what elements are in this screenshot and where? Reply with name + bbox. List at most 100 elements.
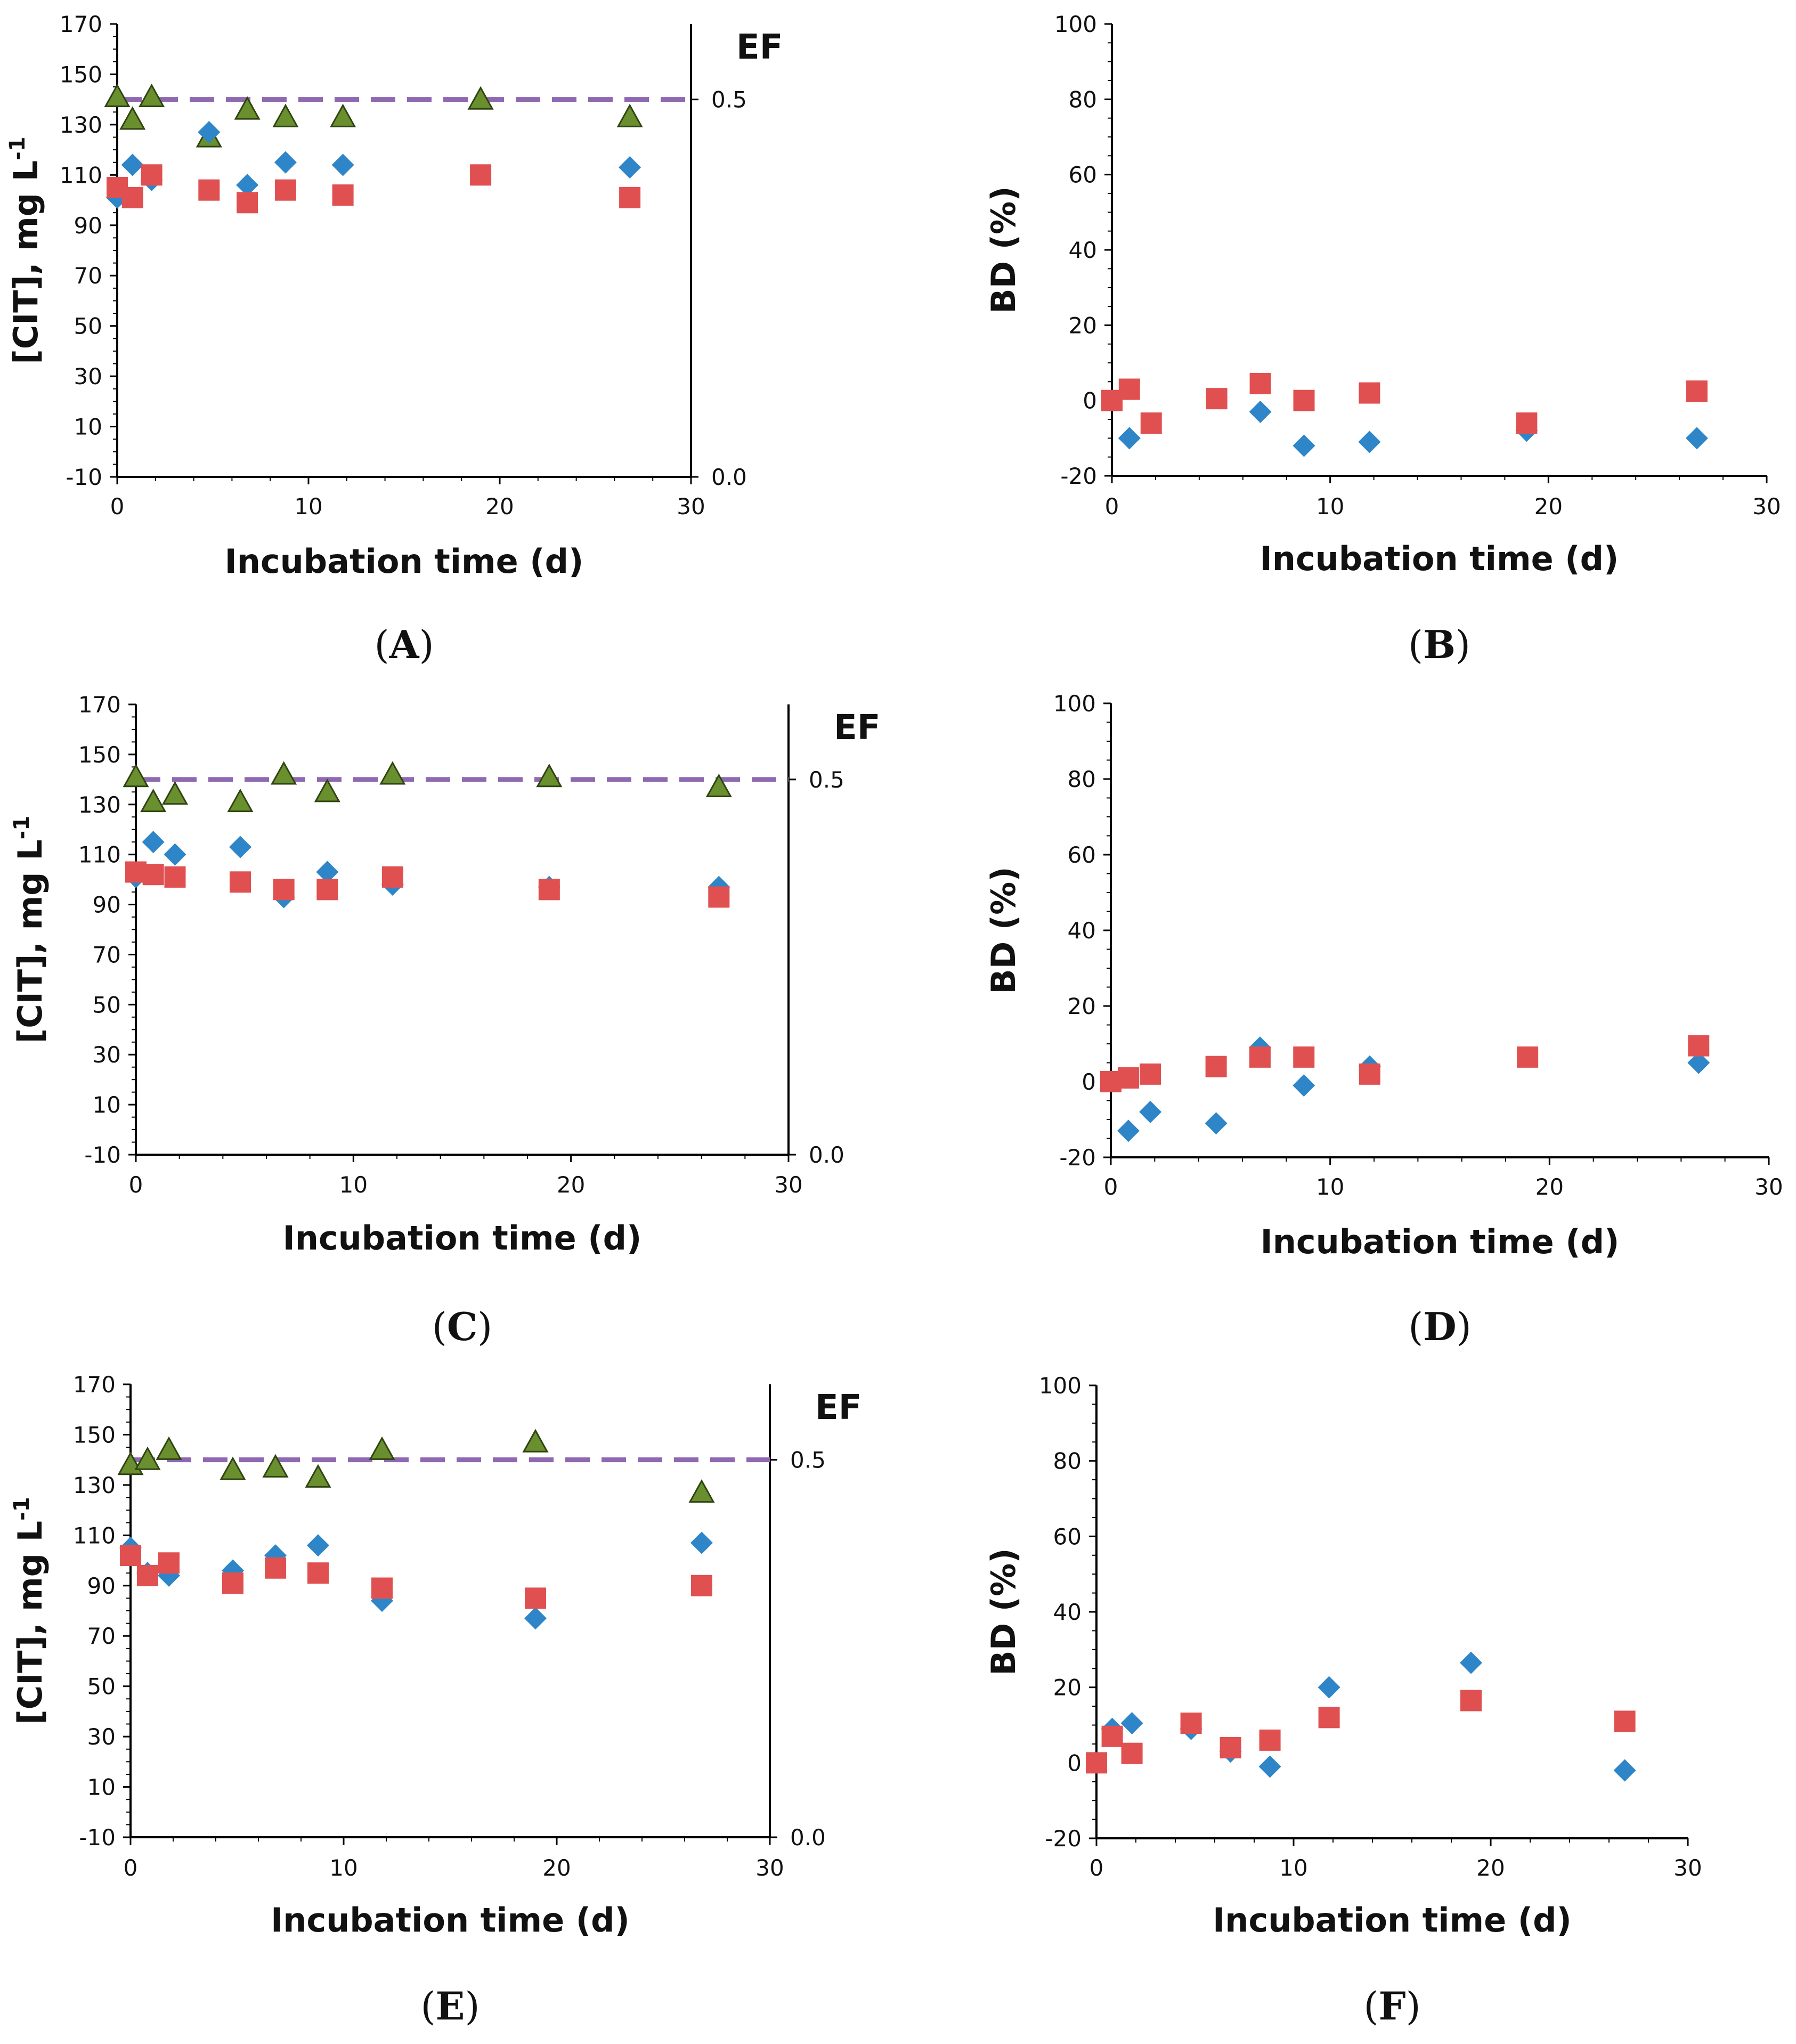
panel-e-y-tick-label: 150 (73, 1422, 116, 1448)
panel-c-x-tick-label: 30 (774, 1172, 802, 1198)
panel-a-ef-tick-label: 0.0 (711, 464, 747, 490)
panel-b-square-point (1118, 378, 1140, 400)
panel-d-y-axis-title: BD (%) (984, 866, 1023, 994)
panel-b-x-tick-label: 20 (1534, 493, 1563, 520)
panel-a-diamond-point (331, 153, 354, 176)
panel-c-label-letter: C (447, 1304, 477, 1349)
panel-d-x-tick-label: 20 (1535, 1174, 1564, 1200)
panel-f-y-tick-label: 60 (1053, 1523, 1082, 1550)
panel-a-label: (A) (374, 622, 434, 667)
panel-f-y-axis-title: BD (%) (984, 1548, 1023, 1675)
panel-d-label-close: ) (1457, 1304, 1472, 1349)
panel-f-y-tick-label: 80 (1053, 1448, 1082, 1474)
panel-c-y-tick-label: 110 (78, 842, 121, 868)
panel-d-y-axis-title-text: BD (%) (984, 866, 1023, 994)
panel-a-y-tick-label: -10 (66, 464, 102, 490)
panel-f-label-open: ( (1363, 1984, 1378, 2029)
panel-e-triangle-point (134, 1446, 161, 1470)
panel-b-label-open: ( (1408, 622, 1423, 667)
panel-c-y-tick-label: 150 (78, 742, 121, 768)
panel-a-y-tick-label: 90 (74, 213, 102, 239)
panel-c-triangle-point (123, 764, 149, 788)
panel-c-ef-tick-label: 0.5 (809, 767, 844, 793)
panel-f-x-tick-label: 30 (1673, 1855, 1702, 1881)
panel-a-label-close: ) (419, 622, 434, 667)
panel-e-y-tick-label: 50 (87, 1674, 116, 1700)
panel-e-triangle-point (220, 1456, 246, 1480)
panel-c-series-diamond (125, 831, 730, 909)
panel-c-x-tick-label: 20 (557, 1172, 585, 1198)
panel-d-x-tick-label: 30 (1754, 1174, 1783, 1200)
panel-f-label-letter: F (1378, 1983, 1405, 2029)
panel-f-diamond-point (1318, 1676, 1340, 1699)
panel-c-triangle-point (314, 778, 340, 802)
panel-f-square-point (1614, 1710, 1636, 1732)
panel-a-triangle-point (234, 96, 261, 120)
panel-c-square-point (316, 879, 338, 901)
panel-e-x-axis-title: Incubation time (d) (271, 1901, 630, 1940)
panel-c-triangle-point (536, 764, 563, 788)
panel-b-x-tick-label: 0 (1105, 493, 1119, 520)
panel-d-square-point (1205, 1056, 1227, 1077)
panel-a-triangle-point (616, 103, 643, 127)
panel-c-x-axis-title: Incubation time (d) (283, 1219, 642, 1258)
panel-d-diamond-point (1205, 1112, 1228, 1135)
panel-a-y-axis-title-superscript: -1 (5, 136, 30, 160)
panel-f-diamond-point (1120, 1712, 1143, 1734)
panel-e-square-point (525, 1587, 546, 1609)
panel-e-y-tick-label: 90 (87, 1573, 116, 1599)
panel-a-triangle-point (119, 106, 146, 130)
panel-e-x-tick-label: 30 (755, 1855, 784, 1881)
panel-d-x-axis-title: Incubation time (d) (1261, 1222, 1620, 1261)
panel-d-y-tick-label: 60 (1068, 842, 1096, 868)
panel-a: -10 10 30 50 70 90 110 130 150 170 0 10 20 30 Incubati… (5, 11, 783, 667)
panel-c-diamond-point (316, 861, 339, 883)
panel-c-triangle-point (227, 788, 254, 813)
panel-c: -10 10 30 50 70 90 110 130 150 170 0 10 20 30 Incubati… (10, 692, 880, 1349)
panel-e-label-close: ) (465, 1984, 480, 2029)
panel-e-x-tick-label: 10 (329, 1855, 357, 1881)
panel-a-y-tick-label: 30 (74, 363, 102, 390)
panel-c-label-close: ) (477, 1304, 492, 1349)
panel-e-y-tick-label: 30 (87, 1724, 116, 1750)
panel-f-square-point (1318, 1707, 1340, 1729)
panel-d-y-tick-label: 80 (1068, 766, 1096, 792)
panel-c-square-point (230, 871, 251, 893)
panel-d-series-square (1100, 1035, 1710, 1092)
panel-b-y-tick-label: 20 (1069, 312, 1097, 338)
panel-a-ef-tick-label: 0.5 (711, 87, 747, 113)
panel-c-series-triangle (123, 761, 732, 813)
panel-e-y-tick-label: 70 (87, 1623, 116, 1649)
panel-c-square-point (381, 866, 403, 888)
panel-e-label-letter: E (436, 1983, 465, 2029)
panel-c-series-square (125, 861, 730, 908)
panel-c-y-tick-label: 70 (93, 942, 121, 968)
panel-a-y-tick-label: 10 (74, 414, 102, 440)
panel-e-square-point (137, 1564, 158, 1586)
panel-c-y-axis-title-superscript: -1 (10, 816, 34, 839)
panel-b-x-axis-title: Incubation time (d) (1260, 539, 1619, 578)
panel-a-square-point (121, 186, 143, 208)
panel-a-y-axis-title-text: [CIT], mg L (6, 160, 45, 364)
panel-a-square-point (274, 179, 296, 201)
panel-b-diamond-point (1293, 434, 1315, 457)
panel-f-y-tick-label: 20 (1053, 1675, 1082, 1701)
panel-a-square-point (198, 179, 220, 201)
panel-f-x-tick-label: 20 (1476, 1855, 1505, 1881)
panel-b-square-point (1249, 372, 1271, 394)
panel-b-label-close: ) (1456, 622, 1470, 667)
panel-f-y-axis-title-text: BD (%) (984, 1548, 1023, 1675)
panel-f-diamond-point (1460, 1651, 1482, 1674)
panel-d-square-point (1249, 1046, 1271, 1068)
panel-f-square-point (1086, 1752, 1107, 1774)
panel-b-y-axis-title-text: BD (%) (984, 186, 1023, 313)
panel-e-label-open: ( (420, 1984, 435, 2029)
panel-c-ef-axis-title: EF (834, 708, 880, 748)
panel-d-y-tick-label: 40 (1068, 918, 1096, 944)
panel-f-x-tick-label: 0 (1090, 1855, 1104, 1881)
panel-c-y-axis-title: [CIT], mg L-1 (10, 816, 50, 1043)
panel-c-square-point (164, 866, 186, 888)
panel-a-triangle-point (104, 83, 131, 108)
panel-c-label-open: ( (432, 1304, 447, 1349)
panel-d-label: (D) (1408, 1304, 1472, 1349)
